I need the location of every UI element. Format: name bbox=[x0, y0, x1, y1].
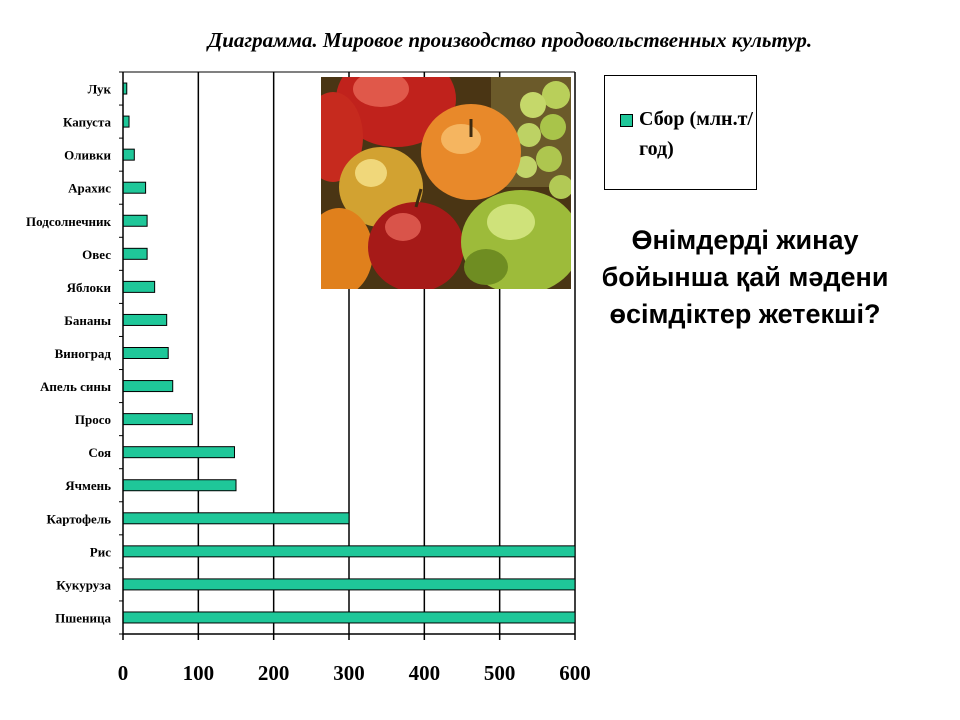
category-label: Апель сины bbox=[40, 379, 111, 394]
x-tick-label: 600 bbox=[559, 661, 591, 685]
bar bbox=[122, 115, 130, 128]
bar bbox=[122, 247, 148, 260]
x-tick-label: 100 bbox=[183, 661, 215, 685]
category-label: Яблоки bbox=[67, 280, 112, 295]
category-label: Пшеница bbox=[55, 610, 111, 625]
category-label: Кукуруза bbox=[56, 577, 111, 592]
bar bbox=[122, 380, 174, 393]
category-label: Арахис bbox=[68, 181, 111, 196]
category-label: Овес bbox=[82, 247, 111, 262]
bar bbox=[122, 479, 237, 492]
bar bbox=[122, 313, 168, 326]
legend-label: Сбор (млн.т/год) bbox=[639, 108, 753, 160]
category-label: Рис bbox=[90, 544, 111, 559]
category-label: Бананы bbox=[64, 313, 111, 328]
bar bbox=[122, 578, 576, 591]
bar bbox=[122, 347, 169, 359]
category-label: Виноград bbox=[55, 346, 112, 361]
category-label: Оливки bbox=[64, 148, 111, 163]
category-label: Картофель bbox=[47, 511, 112, 526]
legend: Сбор (млн.т/год) bbox=[604, 75, 757, 190]
bar bbox=[122, 181, 147, 194]
bar bbox=[122, 214, 148, 227]
bar bbox=[122, 611, 576, 624]
fruit-photo bbox=[321, 77, 571, 289]
category-label: Подсолнечник bbox=[26, 214, 111, 229]
x-tick-label: 400 bbox=[409, 661, 441, 685]
category-label: Соя bbox=[88, 445, 111, 460]
fruit-photo-art bbox=[321, 77, 571, 289]
question-text: Өнімдерді жинау бойынша қай мәдени өсімд… bbox=[601, 225, 889, 329]
bar bbox=[122, 545, 576, 558]
bar bbox=[122, 280, 156, 293]
bar bbox=[122, 413, 193, 426]
category-label: Капуста bbox=[63, 115, 111, 130]
bar bbox=[122, 148, 135, 161]
bar bbox=[122, 512, 350, 525]
chart-title: Диаграмма. Мировое производство продовол… bbox=[207, 28, 813, 52]
x-tick-label: 300 bbox=[333, 661, 365, 685]
category-label: Лук bbox=[88, 82, 112, 97]
category-label: Ячмень bbox=[65, 478, 111, 493]
x-tick-label: 200 bbox=[258, 661, 290, 685]
x-tick-label: 0 bbox=[118, 661, 129, 685]
legend-swatch bbox=[620, 114, 633, 127]
bar bbox=[122, 446, 235, 459]
x-tick-label: 500 bbox=[484, 661, 516, 685]
category-label: Просо bbox=[75, 412, 111, 427]
